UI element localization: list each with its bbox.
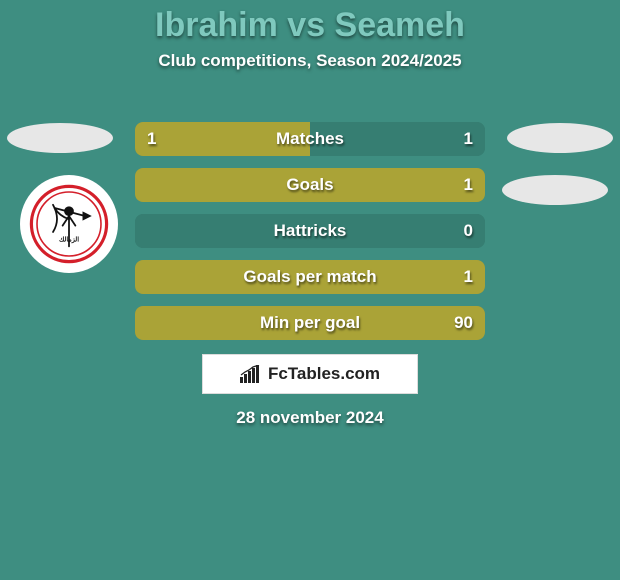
stat-value-right: 1 — [452, 260, 485, 294]
stats-container: 1 Matches 1 Goals 1 Hattricks 0 Goals pe… — [135, 122, 485, 352]
stat-label: Matches — [135, 122, 485, 156]
stat-row-gpm: Goals per match 1 — [135, 260, 485, 294]
brand-text: FcTables.com — [268, 364, 380, 384]
club-right-badge — [502, 175, 608, 205]
page-title: Ibrahim vs Seameh — [0, 0, 620, 45]
stat-label: Min per goal — [135, 306, 485, 340]
stat-value-right: 1 — [452, 168, 485, 202]
subtitle: Club competitions, Season 2024/2025 — [0, 51, 620, 71]
player-right-avatar — [507, 123, 613, 153]
zamalek-logo-icon: الزمالك — [29, 184, 109, 264]
stat-value-right: 1 — [452, 122, 485, 156]
svg-text:الزمالك: الزمالك — [59, 237, 79, 244]
stat-row-goals: Goals 1 — [135, 168, 485, 202]
stat-label: Goals per match — [135, 260, 485, 294]
stat-row-mpg: Min per goal 90 — [135, 306, 485, 340]
stat-value-right: 0 — [452, 214, 485, 248]
chart-bars-icon — [240, 365, 262, 383]
player-left-avatar — [7, 123, 113, 153]
stat-row-hattricks: Hattricks 0 — [135, 214, 485, 248]
brand-box[interactable]: FcTables.com — [202, 354, 418, 394]
stat-label: Hattricks — [135, 214, 485, 248]
club-left-badge: الزمالك — [20, 175, 118, 273]
date-text: 28 november 2024 — [0, 408, 620, 428]
stat-value-right: 90 — [442, 306, 485, 340]
stat-label: Goals — [135, 168, 485, 202]
stat-row-matches: 1 Matches 1 — [135, 122, 485, 156]
